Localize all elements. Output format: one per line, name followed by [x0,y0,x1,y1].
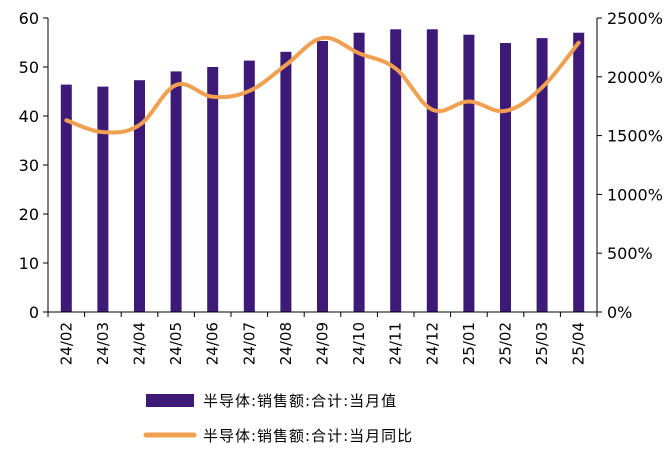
bar-24-05 [170,71,182,313]
bar-24-09 [317,41,328,312]
bar-24-11 [390,29,402,313]
bar-24-03 [97,86,109,312]
right-tick-label: 500% [607,244,653,263]
x-tick-label: 24/09 [314,322,332,365]
x-tick-label: 24/03 [94,322,112,365]
x-tick-label: 25/01 [460,322,478,365]
bar-25-01 [463,34,475,312]
left-tick-label: 60 [19,9,39,28]
left-tick-label: 30 [19,156,39,175]
right-tick-label: 1500% [607,127,663,146]
axes: 0 10 20 30 40 50 60 0% 500% 1000% 1500% 2000% 2500% 2… [19,9,663,365]
right-tick-label: 2500% [607,9,663,28]
left-tick-label: 10 [19,254,39,273]
bar-24-07 [243,60,255,312]
right-tick-label: 0% [607,303,632,322]
x-tick-label: 24/04 [131,322,149,365]
line-series [64,35,581,135]
bar-24-06 [207,67,219,312]
x-tick-label: 24/07 [240,322,258,365]
right-tick-label: 1000% [607,185,663,204]
bar-series [60,29,585,313]
x-tick-label: 25/03 [533,322,551,365]
x-tick-label: 24/12 [423,322,441,365]
left-tick-label: 40 [19,107,39,126]
x-tick-label: 24/10 [350,322,368,365]
x-tick-label: 24/08 [277,322,295,365]
x-tick-label: 24/02 [57,322,75,365]
right-tick-label: 2000% [607,68,663,87]
x-tick-label: 25/02 [497,322,515,365]
legend-line-label: 半导体:销售额:合计:当月同比 [203,427,413,445]
left-tick-label: 50 [19,58,39,77]
bar-25-02 [500,43,511,312]
bar-24-12 [426,29,438,313]
bar-25-04 [573,32,585,312]
x-tick-label: 24/11 [387,322,405,365]
x-tick-label: 24/06 [204,322,222,365]
legend-bar-swatch [146,394,194,407]
left-tick-label: 20 [19,205,39,224]
bar-24-08 [280,51,292,313]
legend-bar-label: 半导体:销售额:合计:当月值 [203,392,397,410]
x-tick-label: 24/05 [167,322,185,365]
x-tick-label: 25/04 [570,322,588,365]
bar-24-10 [353,32,365,312]
bar-24-04 [134,80,145,312]
bar-24-02 [60,84,72,312]
left-tick-label: 0 [29,303,39,322]
bar-25-03 [536,38,548,312]
